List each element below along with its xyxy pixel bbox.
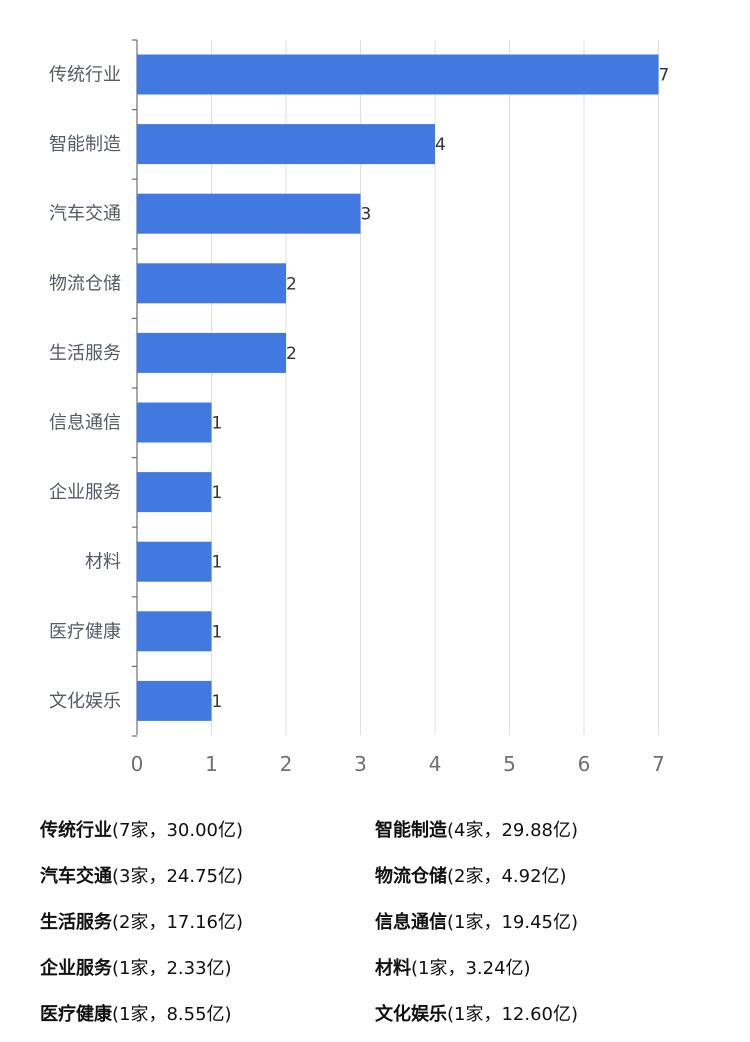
summary-item: 传统行业(7家，30.00亿) xyxy=(40,812,375,858)
data-label: 1 xyxy=(212,414,223,434)
summary-item-name: 汽车交通 xyxy=(40,866,112,887)
category-label: 医疗健康 xyxy=(49,621,121,642)
summary-item-name: 智能制造 xyxy=(375,820,447,841)
data-label: 1 xyxy=(212,692,223,712)
category-label: 汽车交通 xyxy=(49,204,121,225)
category-label: 传统行业 xyxy=(49,65,121,86)
bar xyxy=(137,332,286,373)
summary-item-name: 物流仓储 xyxy=(375,866,447,887)
bar xyxy=(137,263,286,304)
summary-item: 生活服务(2家，17.16亿) xyxy=(40,904,375,950)
summary-item-detail: (7家，30.00亿) xyxy=(112,820,244,841)
summary-item-detail: (2家，17.16亿) xyxy=(112,912,244,933)
data-label: 7 xyxy=(659,66,670,86)
summary-item-name: 材料 xyxy=(375,958,411,979)
summary-item-detail: (1家，8.55亿) xyxy=(112,1004,232,1025)
category-label: 智能制造 xyxy=(49,134,121,155)
x-tick-label: 0 xyxy=(131,752,144,776)
x-tick-label: 2 xyxy=(280,752,293,776)
data-label: 1 xyxy=(212,483,223,503)
summary-item-name: 医疗健康 xyxy=(40,1004,112,1025)
x-tick-label: 7 xyxy=(652,752,665,776)
bar-chart: 传统行业 7 智能制造 4 汽车交通 3 物流仓储 2 生活服务 2 信息通信 1 企业服务 1 材料 1 医疗… xyxy=(49,39,670,776)
summary-item: 汽车交通(3家，24.75亿) xyxy=(40,858,375,904)
summary-item: 材料(1家，3.24亿) xyxy=(375,950,720,996)
category-label: 文化娱乐 xyxy=(49,691,121,712)
summary-item-name: 企业服务 xyxy=(40,958,112,979)
category-label: 信息通信 xyxy=(49,413,121,434)
summary-item-detail: (2家，4.92亿) xyxy=(447,866,567,887)
category-label: 企业服务 xyxy=(49,482,121,503)
summary-item: 信息通信(1家，19.45亿) xyxy=(375,904,720,950)
summary-item-detail: (1家，2.33亿) xyxy=(112,958,232,979)
summary-list: 传统行业(7家，30.00亿) 智能制造(4家，29.88亿) 汽车交通(3家，24… xyxy=(40,812,720,1042)
bar xyxy=(137,402,212,443)
summary-item-name: 生活服务 xyxy=(40,912,112,933)
category-label: 生活服务 xyxy=(49,343,121,364)
x-tick-label: 1 xyxy=(205,752,218,776)
summary-item-detail: (1家，12.60亿) xyxy=(447,1004,579,1025)
category-label: 物流仓储 xyxy=(49,273,121,294)
x-tick-label: 6 xyxy=(578,752,591,776)
category-label: 材料 xyxy=(85,552,121,573)
summary-item-name: 文化娱乐 xyxy=(375,1004,447,1025)
summary-item: 智能制造(4家，29.88亿) xyxy=(375,812,720,858)
x-tick-label: 3 xyxy=(354,752,367,776)
x-tick-label: 5 xyxy=(503,752,516,776)
data-label: 2 xyxy=(286,274,297,294)
bar xyxy=(137,541,212,582)
chart-svg: 传统行业 7 智能制造 4 汽车交通 3 物流仓储 2 生活服务 2 信息通信 1 企业服务 1 材料 1 医疗… xyxy=(49,39,670,776)
data-label: 4 xyxy=(435,135,446,155)
bar xyxy=(137,611,212,652)
bar xyxy=(137,472,212,513)
summary-item-detail: (1家，3.24亿) xyxy=(411,958,531,979)
summary-item-detail: (1家，19.45亿) xyxy=(447,912,579,933)
bar xyxy=(137,193,361,234)
x-tick-label: 4 xyxy=(429,752,442,776)
bar xyxy=(137,124,435,165)
summary-item-detail: (4家，29.88亿) xyxy=(447,820,579,841)
bar xyxy=(137,680,212,721)
summary-item-name: 传统行业 xyxy=(40,820,112,841)
data-label: 3 xyxy=(361,205,372,225)
summary-item: 企业服务(1家，2.33亿) xyxy=(40,950,375,996)
summary-item: 医疗健康(1家，8.55亿) xyxy=(40,996,375,1042)
summary-item: 物流仓储(2家，4.92亿) xyxy=(375,858,720,904)
summary-item-name: 信息通信 xyxy=(375,912,447,933)
bar xyxy=(137,54,659,95)
summary-item: 文化娱乐(1家，12.60亿) xyxy=(375,996,720,1042)
data-label: 1 xyxy=(212,553,223,573)
summary-item-detail: (3家，24.75亿) xyxy=(112,866,244,887)
data-label: 2 xyxy=(286,344,297,364)
data-label: 1 xyxy=(212,622,223,642)
